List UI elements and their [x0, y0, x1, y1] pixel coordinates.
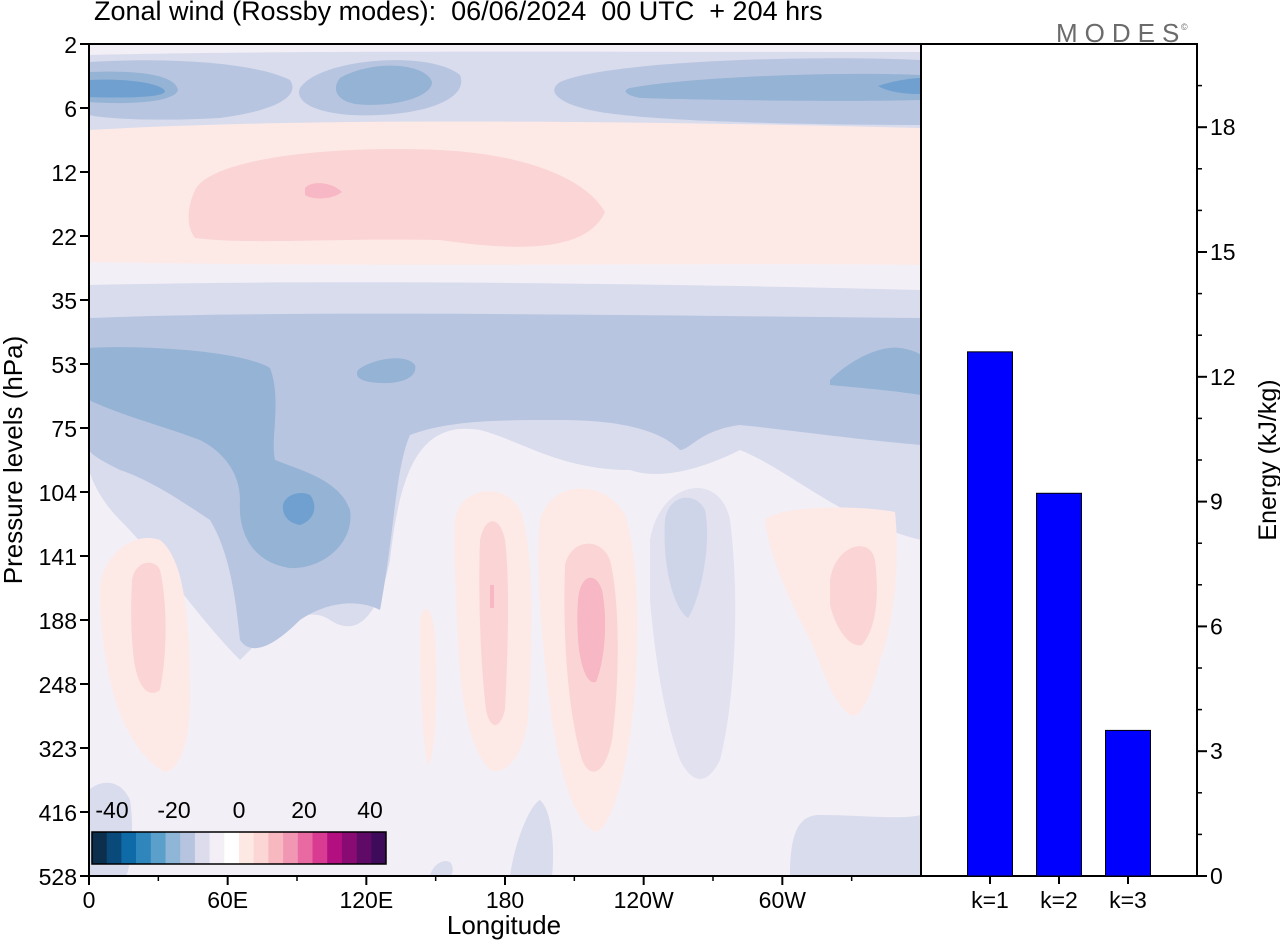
x-tick-label: 180 [486, 887, 524, 913]
contour-low-red3b [490, 585, 494, 608]
colorbar-swatch [312, 832, 328, 864]
colorbar-frame [91, 831, 387, 865]
colorbar-swatch [356, 832, 372, 864]
y-tick-label: 188 [39, 608, 77, 634]
colorbar-tick-label: 40 [357, 797, 383, 823]
bar-category-label: k=1 [971, 887, 1009, 913]
y-tick-label: 75 [51, 416, 77, 442]
contour-bottom-blue1d [430, 860, 453, 876]
contour-low-red2a [131, 562, 166, 693]
energy-tick-label: 15 [1210, 239, 1236, 265]
y-tick-label: 141 [39, 544, 77, 570]
colorbar-swatch [341, 832, 357, 864]
colorbar-tick-label: 0 [233, 797, 246, 823]
contour-low-red2d [830, 546, 877, 646]
y-tick-label: 104 [39, 480, 78, 506]
colorbar-tick-label: -20 [157, 797, 190, 823]
x-tick-label: 120E [339, 887, 393, 913]
colorbar-swatch [106, 832, 122, 864]
contour-top-blue4a [89, 79, 165, 98]
energy-tick-label: 3 [1210, 738, 1223, 764]
energy-bar [1036, 492, 1082, 877]
contour-upper-red2 [188, 149, 605, 247]
energy-tick-label: 9 [1210, 489, 1223, 515]
contour-top-blue3b [335, 65, 432, 105]
bar-series: k=1 k=2 k=3 [967, 351, 1151, 913]
x-axis-ticks: 0 60E 120E 180 120W 60W [83, 876, 853, 913]
colorbar-swatch [283, 832, 299, 864]
x-tick-label: 60E [207, 887, 248, 913]
colorbar-swatch [371, 832, 387, 864]
colorbar-swatch [327, 832, 343, 864]
y-tick-label: 53 [51, 352, 77, 378]
energy-tick-label: 0 [1210, 863, 1223, 889]
contour-top-blue4b [878, 78, 921, 94]
contour-mid-blue4 [282, 493, 315, 525]
contour-upper-red3 [305, 183, 342, 199]
brand-copyright-mark: © [1181, 22, 1188, 32]
bar-category-label: k=3 [1109, 887, 1147, 913]
colorbar-swatch [297, 832, 313, 864]
contour-top-blue3c [625, 73, 921, 101]
bar-category-label: k=2 [1040, 887, 1078, 913]
y-tick-label: 35 [51, 288, 77, 314]
y-tick-label: 12 [51, 160, 77, 186]
colorbar-tick-label: -40 [95, 797, 128, 823]
colorbar: -40 -20 0 20 40 [91, 797, 387, 865]
y-tick-label: 416 [39, 800, 77, 826]
y-tick-label: 528 [39, 864, 77, 890]
contour-low-red1b [420, 608, 437, 765]
y-tick-label: 2 [64, 32, 77, 58]
contour-right-blue1 [650, 487, 736, 779]
colorbar-swatch [150, 832, 166, 864]
contour-bottom-blue1c [790, 815, 921, 876]
colorbar-swatch [209, 832, 225, 864]
y-axis-ticks: 2 6 12 22 35 53 75 104 141 188 248 323 416 528 [39, 32, 89, 890]
contour-mid-blue3b [356, 358, 416, 384]
colorbar-swatch [136, 832, 152, 864]
colorbar-swatch [239, 832, 254, 864]
contour-bottom-blue1b [510, 800, 554, 876]
energy-axis-label: Energy (kJ/kg) [1254, 379, 1280, 540]
colorbar-tick-label: 20 [291, 797, 317, 823]
contour-mid-blue3c [830, 347, 921, 395]
y-tick-label: 323 [39, 736, 77, 762]
colorbar-swatch [165, 832, 181, 864]
chart-title: Zonal wind (Rossby modes): 06/06/2024 00… [94, 0, 823, 26]
energy-tick-label: 6 [1210, 613, 1223, 639]
energy-tick-label: 12 [1210, 364, 1236, 390]
contour-low-red3 [577, 577, 606, 683]
colorbar-swatch [194, 832, 210, 864]
contour-field [89, 44, 921, 876]
colorbar-swatch [180, 832, 196, 864]
energy-bar [967, 351, 1013, 877]
y-axis-label: Pressure levels (hPa) [0, 336, 28, 585]
contour-low-red2b [479, 521, 509, 725]
x-tick-label: 120W [614, 887, 674, 913]
x-tick-label: 0 [83, 887, 96, 913]
x-tick-label: 60W [759, 887, 807, 913]
colorbar-swatch [224, 832, 240, 864]
energy-bar [1105, 729, 1151, 877]
energy-tick-label: 18 [1210, 114, 1236, 140]
colorbar-swatch [268, 832, 284, 864]
colorbar-swatch [121, 832, 137, 864]
colorbar-swatch [253, 832, 269, 864]
energy-axis-ticks: 0 3 6 9 12 15 18 [1197, 84, 1236, 889]
y-tick-label: 22 [51, 224, 77, 250]
x-axis-label: Longitude [447, 910, 561, 940]
y-tick-label: 6 [64, 96, 77, 122]
y-tick-label: 248 [39, 672, 77, 698]
colorbar-swatch [92, 832, 107, 864]
